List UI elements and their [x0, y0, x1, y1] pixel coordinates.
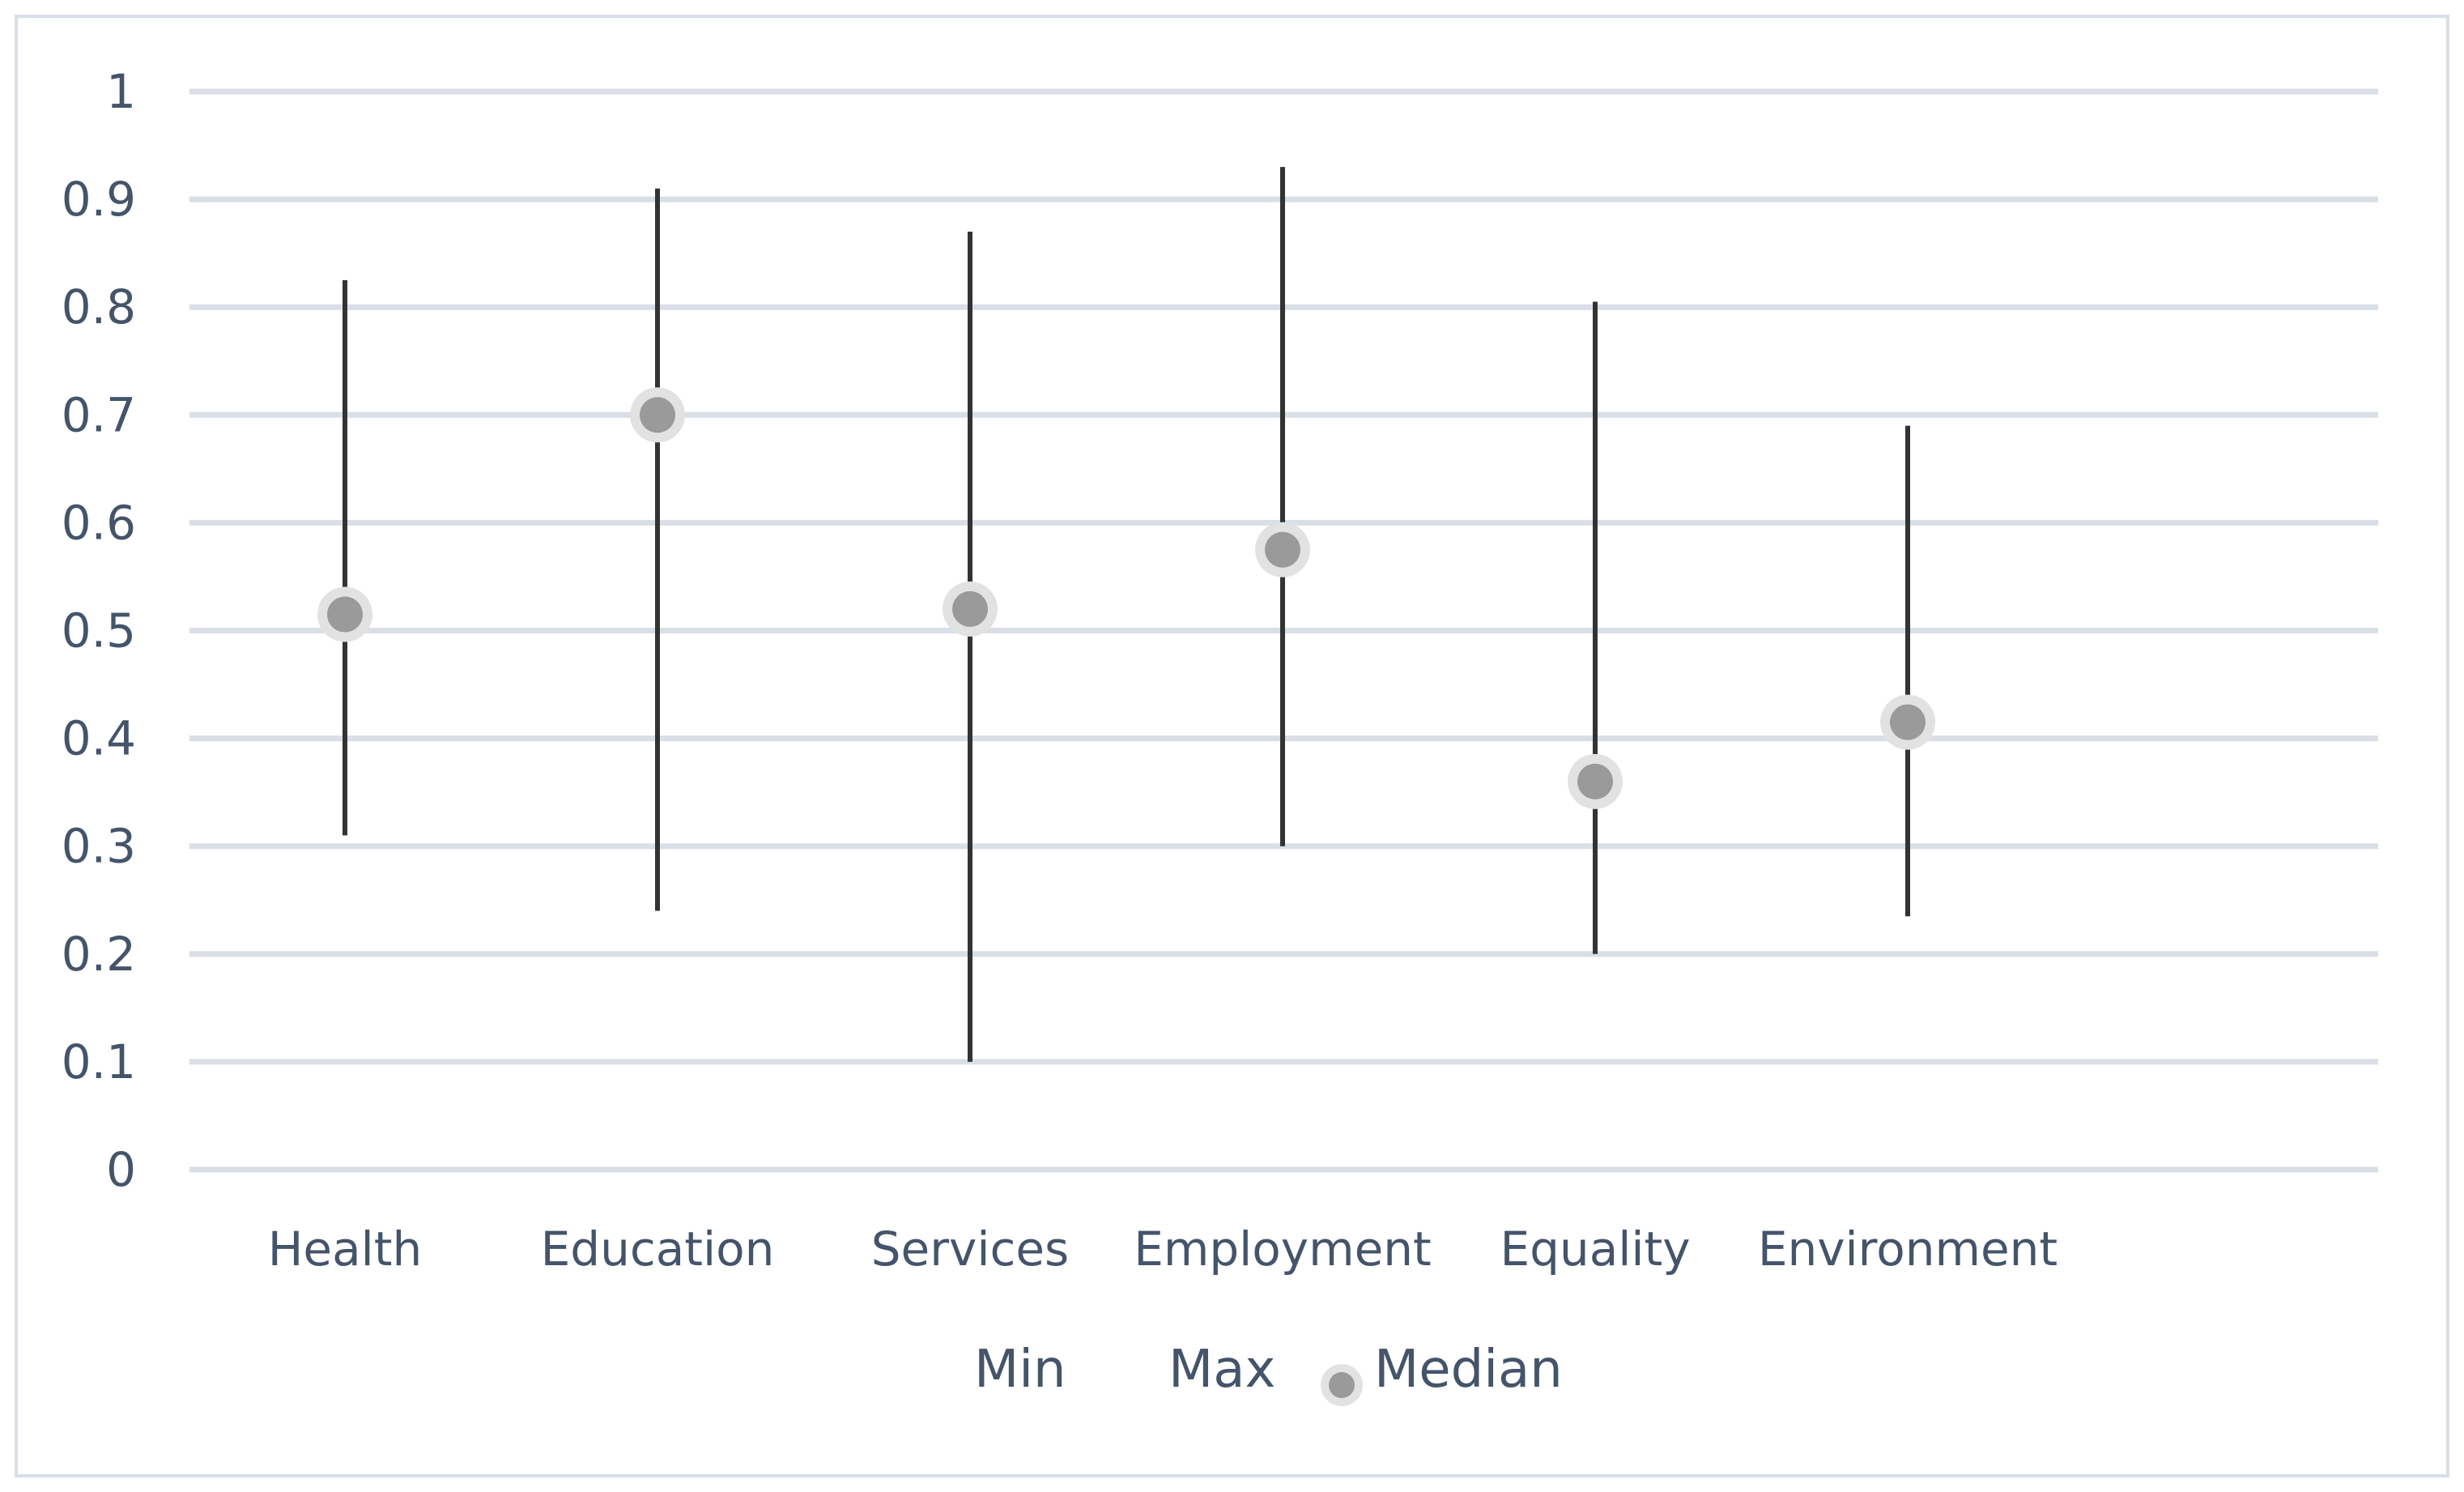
y-tick-label: 0.6	[62, 495, 136, 550]
legend-label-max: Max	[1168, 1340, 1275, 1400]
y-tick-label: 0.2	[62, 927, 136, 982]
y-tick-label: 0.7	[62, 387, 136, 442]
legend: Min Max Median	[974, 1340, 1563, 1406]
y-tick-label: 0.8	[62, 279, 136, 335]
x-tick-label: Equality	[1500, 1221, 1690, 1277]
legend-median-marker	[1329, 1372, 1355, 1398]
x-tick-label: Environment	[1758, 1221, 2058, 1277]
y-tick-label: 0.4	[62, 711, 136, 766]
x-tick-label: Health	[268, 1221, 422, 1277]
y-axis-ticks: 0 0.1 0.2 0.3 0.4 0.5 0.6 0.7 0.8 0.9 1	[62, 64, 136, 1197]
median-marker	[1265, 531, 1300, 568]
median-marker	[1577, 763, 1613, 799]
legend-label-min: Min	[974, 1340, 1066, 1400]
x-tick-label: Services	[871, 1221, 1070, 1277]
y-tick-label: 0.9	[62, 172, 136, 227]
x-axis-ticks: Health Education Services Employment Equalit…	[268, 1221, 2058, 1277]
median-marker	[1890, 704, 1926, 740]
y-tick-label: 0.5	[62, 603, 136, 659]
median-marker	[640, 397, 675, 433]
range-lines	[343, 167, 1910, 1062]
median-markers	[317, 387, 1935, 809]
legend-label-median: Median	[1374, 1340, 1563, 1400]
median-marker	[327, 596, 363, 633]
y-tick-label: 1	[106, 64, 136, 119]
y-tick-label: 0.1	[62, 1034, 136, 1089]
median-marker	[952, 590, 988, 627]
x-tick-label: Employment	[1134, 1221, 1432, 1277]
y-tick-label: 0.3	[62, 819, 136, 874]
x-tick-label: Education	[541, 1221, 775, 1277]
y-tick-label: 0	[106, 1142, 136, 1197]
chart-border	[15, 15, 2449, 1477]
